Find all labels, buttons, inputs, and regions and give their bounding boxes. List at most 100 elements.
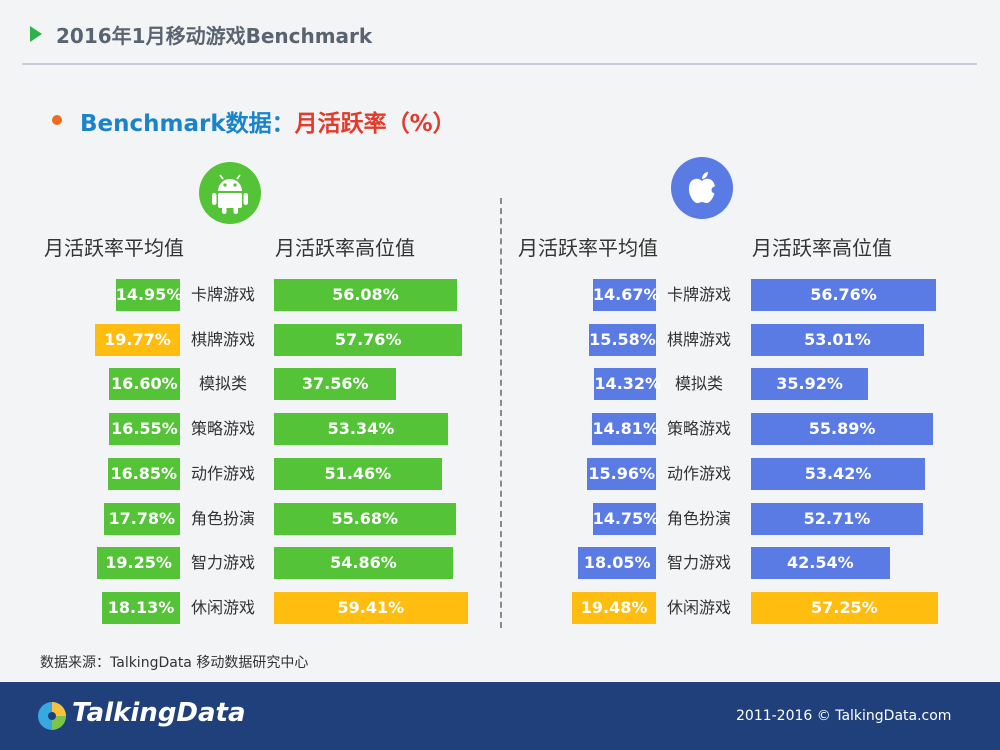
ios-avg-header: 月活跃率平均值 bbox=[518, 236, 658, 260]
ios-avg-bar: 15.96% bbox=[587, 457, 656, 490]
android-icon bbox=[199, 162, 261, 224]
ios-high-bar: 53.42% bbox=[751, 457, 926, 490]
android-avg-bar: 16.85% bbox=[107, 457, 180, 490]
ios-high-label: 53.42% bbox=[804, 463, 872, 483]
ios-high-label: 53.01% bbox=[804, 329, 871, 349]
brand-name: TalkingData bbox=[72, 698, 246, 728]
ios-avg-label: 19.48% bbox=[580, 597, 648, 617]
android-high-label: 54.86% bbox=[330, 553, 397, 573]
ios-avg-bar: 15.58% bbox=[589, 323, 656, 356]
data-source-note: 数据来源：TalkingData 移动数据研究中心 bbox=[40, 655, 309, 671]
bullet-dot-icon bbox=[52, 115, 62, 125]
ios-category-label: 角色扮演 bbox=[666, 508, 731, 528]
chart-subtitle: Benchmark数据：月活跃率（%） bbox=[80, 104, 456, 138]
ios-high-bar: 56.76% bbox=[751, 279, 937, 311]
ios-high-label: 57.25% bbox=[810, 597, 878, 617]
android-avg-bar: 16.60% bbox=[108, 368, 180, 401]
ios-avg-label: 14.75% bbox=[592, 508, 660, 528]
ios-high-label: 35.92% bbox=[776, 374, 843, 394]
ios-high-header: 月活跃率高位值 bbox=[752, 236, 892, 260]
page-title: 2016年1月移动游戏Benchmark bbox=[56, 24, 373, 48]
ios-high-bar: 55.89% bbox=[751, 413, 934, 446]
android-category-label: 棋牌游戏 bbox=[190, 329, 255, 349]
android-category-label: 智力游戏 bbox=[190, 553, 255, 573]
android-avg-label: 16.55% bbox=[111, 419, 178, 439]
android-avg-bar: 16.55% bbox=[108, 413, 180, 446]
ios-avg-label: 14.81% bbox=[592, 419, 659, 439]
android-high-label: 59.41% bbox=[337, 597, 405, 617]
ios-avg-bar: 14.75% bbox=[592, 502, 660, 535]
ios-high-label: 56.76% bbox=[810, 285, 877, 304]
android-avg-label: 18.13% bbox=[107, 597, 175, 617]
android-high-bar: 59.41% bbox=[274, 591, 468, 624]
apple-icon bbox=[671, 157, 733, 219]
android-avg-label: 16.60% bbox=[110, 374, 178, 394]
ios-avg-label: 14.67% bbox=[592, 285, 660, 304]
ios-avg-label: 15.58% bbox=[589, 329, 656, 349]
subtitle-part1: Benchmark数据： bbox=[80, 111, 295, 137]
ios-high-bar: 42.54% bbox=[751, 547, 890, 580]
android-high-label: 53.34% bbox=[327, 419, 395, 439]
android-category-label: 模拟类 bbox=[198, 374, 247, 394]
android-high-label: 51.46% bbox=[324, 463, 392, 483]
header-bar: 2016年1月移动游戏Benchmark bbox=[0, 0, 1000, 65]
android-avg-bar: 18.13% bbox=[102, 591, 180, 624]
ios-avg-label: 14.32% bbox=[594, 374, 662, 394]
ios-category-label: 棋牌游戏 bbox=[666, 329, 731, 349]
android-high-label: 57.76% bbox=[334, 329, 402, 349]
ios-category-label: 智力游戏 bbox=[666, 553, 731, 573]
ios-avg-bar: 14.81% bbox=[592, 413, 659, 446]
android-high-bar: 51.46% bbox=[274, 457, 442, 490]
android-category-label: 策略游戏 bbox=[190, 419, 255, 439]
ios-high-bar: 57.25% bbox=[751, 591, 938, 624]
ios-avg-bar: 14.32% bbox=[594, 368, 662, 401]
android-avg-label: 14.95% bbox=[115, 285, 183, 304]
android-category-label: 卡牌游戏 bbox=[190, 285, 255, 304]
ios-avg-bar: 14.67% bbox=[592, 279, 660, 311]
play-arrow-icon bbox=[30, 26, 42, 42]
android-category-label: 休闲游戏 bbox=[190, 597, 255, 617]
android-high-bar: 37.56% bbox=[274, 368, 397, 401]
android-avg-bar: 17.78% bbox=[103, 502, 180, 535]
brand-logo-icon bbox=[38, 702, 66, 730]
android-high-bar: 53.34% bbox=[274, 413, 448, 446]
ios-high-bar: 52.71% bbox=[751, 502, 923, 535]
android-category-label: 角色扮演 bbox=[190, 508, 255, 528]
android-high-bar: 55.68% bbox=[274, 502, 456, 535]
ios-category-label: 休闲游戏 bbox=[666, 597, 731, 617]
ios-category-label: 卡牌游戏 bbox=[666, 285, 731, 304]
android-high-header: 月活跃率高位值 bbox=[275, 236, 415, 260]
android-avg-header: 月活跃率平均值 bbox=[44, 236, 184, 260]
ios-avg-label: 18.05% bbox=[583, 553, 651, 573]
android-avg-label: 16.85% bbox=[110, 463, 178, 483]
ios-avg-bar: 19.48% bbox=[572, 591, 656, 624]
panel-divider bbox=[500, 198, 502, 628]
ios-avg-label: 15.96% bbox=[588, 463, 655, 483]
android-high-bar: 57.76% bbox=[274, 323, 463, 356]
android-avg-label: 19.77% bbox=[104, 329, 171, 349]
android-avg-bar: 19.25% bbox=[97, 547, 180, 580]
android-avg-bar: 19.77% bbox=[94, 323, 180, 356]
footer-bar: TalkingData 2011-2016 © TalkingData.com bbox=[0, 682, 1000, 750]
ios-high-label: 42.54% bbox=[787, 553, 854, 573]
android-avg-label: 17.78% bbox=[108, 508, 176, 528]
android-avg-bar: 14.95% bbox=[115, 279, 183, 311]
ios-category-label: 策略游戏 bbox=[666, 419, 731, 439]
header-rule bbox=[22, 63, 977, 65]
android-category-label: 动作游戏 bbox=[190, 463, 255, 483]
ios-high-label: 55.89% bbox=[808, 419, 876, 439]
ios-category-label: 模拟类 bbox=[674, 374, 723, 394]
ios-high-label: 52.71% bbox=[803, 508, 871, 528]
copyright-text: 2011-2016 © TalkingData.com bbox=[736, 708, 952, 724]
android-high-label: 55.68% bbox=[331, 508, 399, 528]
ios-category-label: 动作游戏 bbox=[666, 463, 731, 483]
ios-high-bar: 53.01% bbox=[751, 323, 924, 356]
android-high-bar: 56.08% bbox=[274, 279, 457, 311]
android-high-label: 37.56% bbox=[301, 374, 369, 394]
subtitle-part2: 月活跃率（%） bbox=[294, 111, 456, 137]
ios-high-bar: 35.92% bbox=[751, 368, 869, 401]
ios-avg-bar: 18.05% bbox=[578, 547, 656, 580]
android-high-bar: 54.86% bbox=[274, 547, 453, 580]
android-high-label: 56.08% bbox=[332, 285, 399, 304]
android-avg-label: 19.25% bbox=[105, 553, 172, 573]
